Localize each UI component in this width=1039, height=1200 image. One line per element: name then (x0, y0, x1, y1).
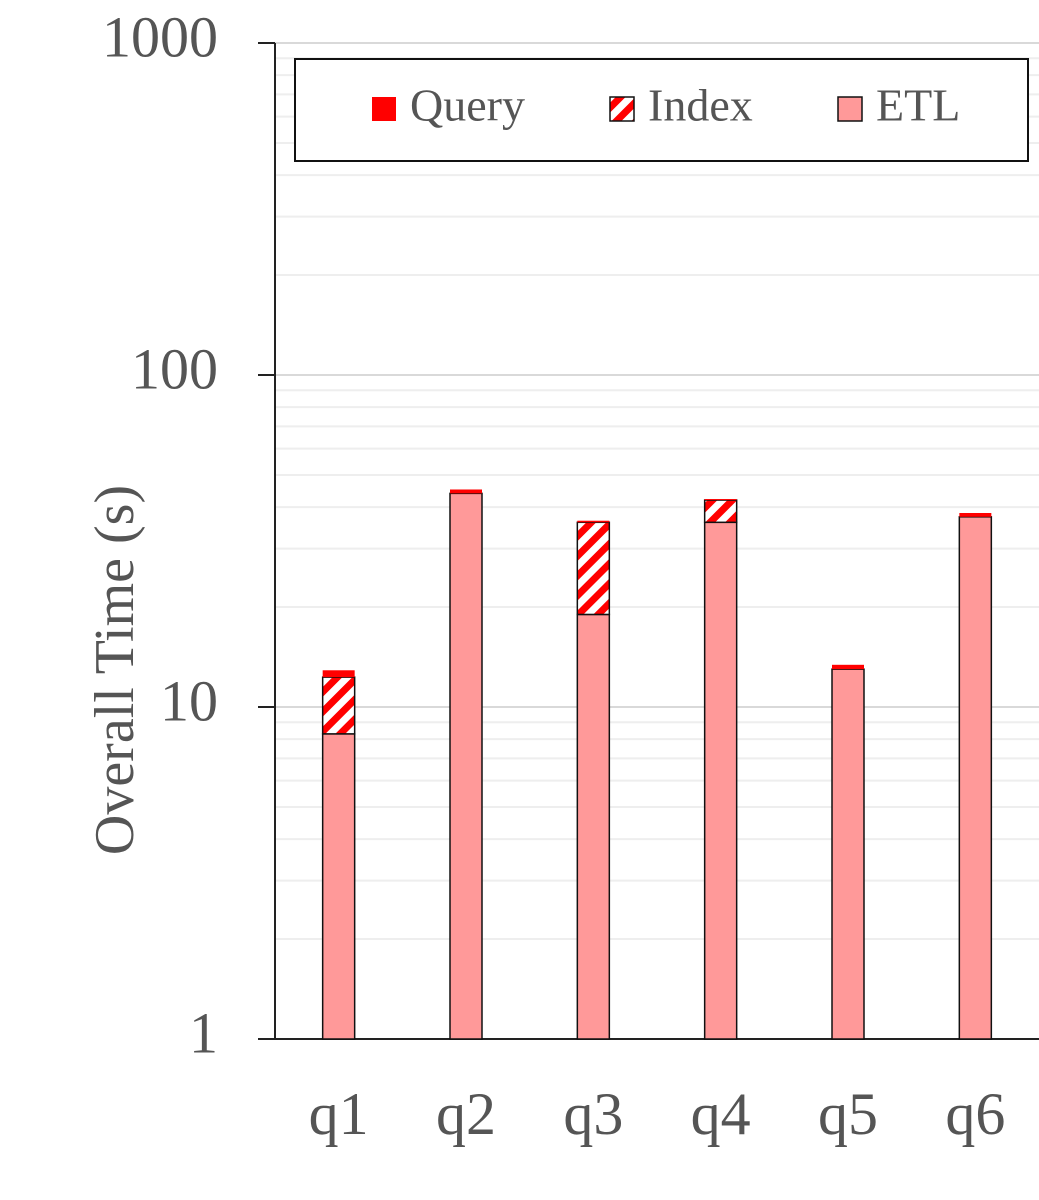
legend-box (294, 58, 1029, 162)
bar-segment (959, 513, 992, 517)
legend-label: ETL (876, 80, 960, 131)
x-tick-label: q3 (563, 1081, 623, 1147)
bar-segment (958, 516, 993, 1040)
bar-segment (576, 521, 611, 616)
legend-swatch (609, 96, 635, 122)
bar-segment (322, 670, 355, 678)
bar-segment (321, 733, 356, 1040)
y-tick-label: 10 (160, 668, 218, 733)
legend-swatch (837, 96, 863, 122)
bar-segment (449, 492, 483, 1040)
bar-segment (576, 613, 611, 1040)
legend-label: Query (410, 80, 525, 131)
bar-segment (831, 668, 865, 1040)
bar-segment (703, 521, 738, 1040)
bar-segment (704, 499, 737, 501)
y-axis-title: Overall Time (s) (84, 485, 146, 855)
y-tick-label: 1000 (102, 4, 218, 69)
bar-segment (577, 520, 610, 523)
bar-segment (832, 664, 864, 670)
legend-label: Index (648, 80, 753, 131)
y-tick-label: 100 (131, 336, 218, 401)
bar-segment (703, 499, 738, 524)
bar-segment (450, 489, 482, 494)
bar-segment (321, 676, 356, 735)
x-tick-label: q2 (436, 1081, 496, 1147)
x-tick-label: q4 (691, 1081, 751, 1147)
x-tick-label: q5 (818, 1081, 878, 1147)
legend-swatch (372, 97, 396, 121)
y-tick-label: 1 (189, 1000, 218, 1065)
x-tick-label: q6 (945, 1081, 1005, 1147)
x-tick-label: q1 (309, 1081, 369, 1147)
